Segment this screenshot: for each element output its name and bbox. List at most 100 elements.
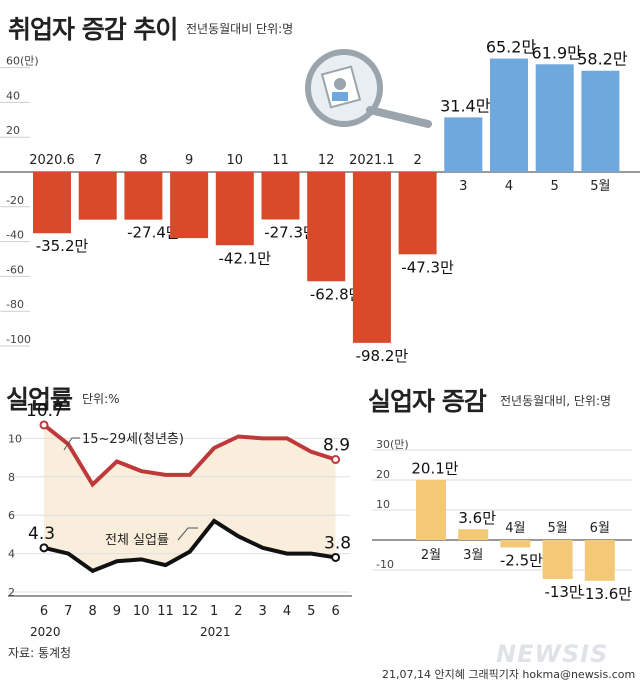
x-tick-label: 8	[139, 153, 147, 168]
year-label: 2021	[200, 625, 231, 639]
bar	[398, 172, 437, 255]
year-label: 2020	[30, 625, 61, 639]
data-label: -98.2만	[356, 347, 409, 365]
leader-line	[177, 527, 198, 541]
x-tick-label: 2020.6	[29, 153, 75, 168]
bar	[416, 479, 446, 540]
series-line-total	[43, 518, 336, 574]
x-tick-label: 5월	[590, 179, 610, 194]
data-label: -27.3만	[264, 224, 317, 242]
data-label: 65.2만	[486, 38, 537, 57]
x-tick-label: 5월	[547, 521, 567, 536]
x-tick-label: 10	[227, 153, 244, 168]
unemployed-chart-note: 전년동월대비, 단위:명	[500, 394, 612, 408]
data-label: 3.8	[324, 533, 351, 553]
x-tick-label: 6월	[590, 521, 610, 536]
bar	[581, 70, 620, 172]
endpoint-marker	[331, 552, 341, 562]
bar	[261, 172, 300, 220]
data-label: 58.2만	[577, 50, 628, 69]
y-tick-label: 4	[8, 548, 15, 561]
y-tick-label: 30(만)	[376, 438, 409, 451]
data-label: -27.4만	[127, 224, 180, 242]
bar	[352, 172, 391, 343]
y-tick-label: 10	[8, 432, 22, 445]
series-label-young: 15~29세(청년층)	[82, 432, 184, 447]
x-tick-label: 4	[283, 604, 291, 619]
source-note: 자료: 통계청	[8, 646, 72, 660]
data-label: -62.8만	[310, 285, 363, 303]
bar	[215, 172, 254, 246]
bar	[307, 172, 346, 282]
x-tick-label: 1	[210, 604, 218, 619]
data-label: -2.5만	[500, 552, 543, 570]
y-tick-label: -40	[6, 229, 24, 242]
x-tick-label: 5	[307, 604, 315, 619]
x-tick-label: 10	[133, 604, 150, 619]
data-label: 4.3	[28, 524, 55, 544]
series-label-total: 전체 실업률	[105, 533, 169, 548]
y-tick-label: 60(만)	[6, 55, 39, 68]
x-tick-label: 3	[459, 179, 467, 194]
data-label: -35.2만	[36, 237, 89, 255]
unemployed-chart-title: 실업자 증감	[368, 387, 487, 416]
endpoint-marker	[331, 455, 341, 465]
y-tick-label: 20	[376, 468, 390, 481]
bar	[78, 172, 117, 220]
data-label: -13만	[544, 583, 582, 601]
y-tick-label: -100	[6, 333, 31, 346]
bar	[490, 58, 528, 172]
x-tick-label: 7	[94, 153, 102, 168]
x-tick-label: 11	[157, 604, 174, 619]
x-tick-label: 7	[64, 604, 72, 619]
y-tick-label: -80	[6, 298, 24, 311]
top-chart-note: 전년동월대비 단위:명	[186, 22, 294, 36]
data-label: 8.9	[323, 436, 350, 456]
bar	[124, 172, 163, 220]
x-tick-label: 11	[272, 153, 289, 168]
y-tick-label: 40	[6, 89, 20, 102]
x-tick-label: 9	[185, 153, 193, 168]
top-chart-title: 취업자 증감 추이	[8, 15, 178, 44]
x-tick-label: 3	[259, 604, 267, 619]
x-tick-label: 6	[331, 604, 339, 619]
watermark-logo: NEWSIS	[496, 640, 609, 668]
data-label: -47.3만	[401, 258, 454, 276]
data-label: -42.1만	[218, 249, 271, 267]
series-line-young	[42, 423, 337, 488]
y-tick-label: -10	[376, 558, 394, 571]
x-tick-label: 4	[505, 179, 513, 194]
x-tick-label: 9	[113, 604, 121, 619]
x-tick-label: 2월	[421, 548, 441, 563]
data-label: 10.7	[26, 401, 64, 421]
bar	[584, 540, 615, 581]
bar	[170, 172, 209, 239]
data-label: 31.4만	[440, 96, 491, 115]
data-label: 61.9만	[532, 43, 583, 62]
x-tick-label: 2021.1	[349, 153, 395, 168]
endpoint-marker	[39, 420, 49, 430]
x-tick-label: 12	[182, 604, 199, 619]
x-tick-label: 12	[318, 153, 335, 168]
x-tick-label: 8	[88, 604, 96, 619]
bar	[33, 172, 71, 234]
x-tick-label: 5	[551, 179, 559, 194]
y-tick-label: -20	[6, 194, 24, 207]
y-tick-label: 8	[8, 471, 15, 484]
bar	[535, 64, 574, 172]
bar	[500, 540, 531, 548]
rate-chart-note: 단위:%	[82, 392, 120, 406]
rate-chart-title: 실업률	[6, 385, 73, 414]
x-tick-label: 2	[234, 604, 242, 619]
leader-line	[63, 437, 80, 451]
magnifier-icon	[305, 49, 432, 128]
y-tick-label: 2	[8, 586, 15, 599]
y-tick-label: 6	[8, 509, 15, 522]
bar	[542, 540, 573, 579]
y-tick-label: 10	[376, 498, 390, 511]
bar	[444, 117, 483, 172]
